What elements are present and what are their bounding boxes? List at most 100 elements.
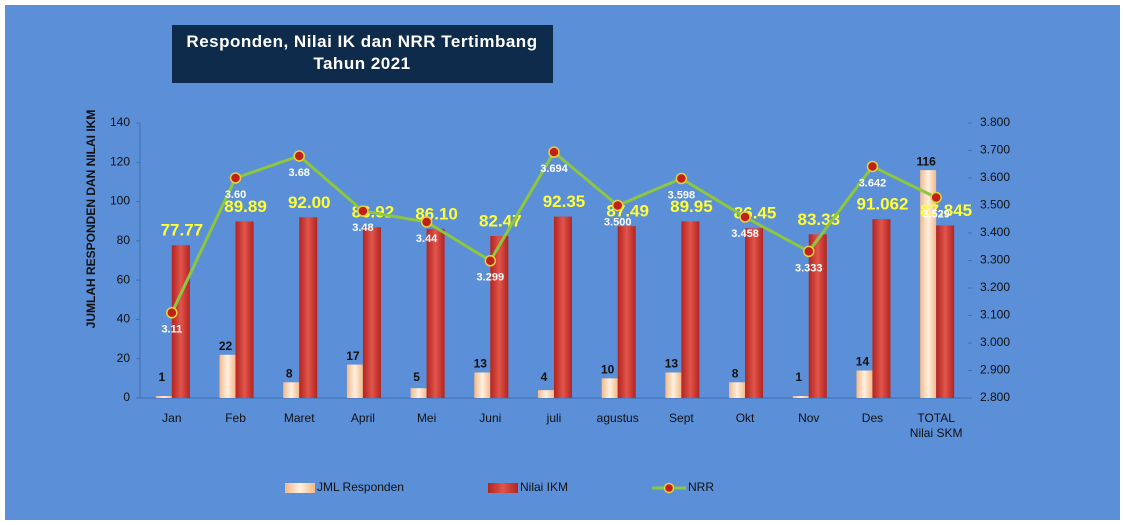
bar-value-label: 89.95 (670, 197, 713, 216)
nrr-value-label: 3.44 (416, 233, 438, 245)
bar-value-label: 17 (346, 349, 360, 363)
bar-value-label: 1 (795, 370, 802, 384)
bar (554, 216, 572, 398)
bar (617, 226, 636, 398)
bar (346, 364, 363, 398)
chart-title: Responden, Nilai IK dan NRR Tertimbang Ta… (186, 32, 537, 73)
bar (410, 388, 427, 398)
y2-tick-label: 3.000 (980, 335, 1010, 349)
bar-value-label: 91.062 (856, 195, 908, 214)
x-tick-label: Des (861, 411, 884, 425)
nrr-marker (611, 199, 624, 212)
nrr-value-label: 3.598 (668, 189, 696, 201)
nrr-value-label: 3.299 (477, 272, 505, 284)
nrr-marker (675, 172, 688, 185)
bar (235, 221, 254, 398)
bar (299, 217, 318, 398)
legend-label: Nilai IKM (520, 480, 568, 494)
x-tick-label: juli (546, 411, 562, 425)
bar-value-label: 22 (219, 339, 233, 353)
title-box (172, 25, 553, 83)
bar-value-label: 5 (413, 370, 420, 384)
nrr-marker (357, 205, 369, 217)
y-tick-label: 20 (117, 351, 131, 365)
bar (219, 354, 236, 398)
y2-tick-label: 3.700 (980, 143, 1010, 157)
bar (601, 378, 618, 398)
nrr-value-label: 3.68 (289, 167, 310, 179)
bar-value-label: 4 (541, 370, 548, 384)
x-tick-label: Jan (162, 411, 182, 425)
y2-tick-label: 3.800 (980, 115, 1010, 129)
y2-tick-label: 2.800 (980, 390, 1010, 404)
bar (808, 234, 827, 398)
x-tick-label: Sept (669, 411, 694, 425)
bar (490, 236, 509, 398)
bar (171, 245, 190, 398)
bar-value-label: 116 (916, 154, 936, 168)
nrr-value-label: 3.694 (540, 163, 568, 175)
nrr-value-label: 3.642 (859, 177, 887, 189)
bar (362, 227, 381, 398)
y-tick-label: 100 (110, 194, 130, 208)
x-tick-label: agustus (596, 411, 639, 425)
y-tick-label: 40 (117, 312, 131, 326)
bar-value-label: 13 (474, 357, 488, 371)
x-tick-label: Feb (225, 411, 246, 425)
y2-tick-label: 3.300 (980, 253, 1010, 267)
bar (856, 370, 873, 398)
bar (872, 219, 891, 398)
legend-swatch (285, 483, 315, 493)
bar (936, 225, 955, 398)
legend-label: JML Responden (317, 480, 404, 494)
nrr-marker (548, 146, 560, 158)
nrr-marker (930, 191, 942, 204)
bar (681, 221, 700, 398)
bar-value-label: 14 (856, 355, 870, 369)
y2-tick-label: 3.600 (980, 170, 1010, 184)
bar (426, 228, 445, 398)
nrr-marker (293, 150, 305, 162)
x-tick-label: Maret (283, 411, 315, 425)
bar-value-label: 10 (601, 363, 615, 377)
x-tick-label: Nov (798, 411, 820, 425)
nrr-value-label: 3.11 (161, 324, 182, 336)
nrr-marker (420, 216, 433, 228)
nrr-value-label: 3.458 (731, 228, 759, 240)
bar-value-label: 8 (286, 366, 293, 380)
nrr-marker (484, 255, 497, 267)
nrr-marker (229, 172, 242, 184)
nrr-value-label: 3.500 (604, 216, 632, 228)
bar-value-label: 77.77 (161, 221, 204, 240)
y2-tick-label: 3.500 (980, 198, 1010, 212)
bar (665, 372, 682, 398)
bar (792, 396, 809, 398)
y-tick-label: 0 (123, 390, 130, 404)
nrr-value-label: 3.60 (225, 189, 246, 201)
y2-tick-label: 3.400 (980, 225, 1010, 239)
nrr-value-label: 3.48 (352, 222, 373, 234)
bar (745, 228, 764, 398)
bar (474, 372, 491, 398)
nrr-marker (166, 307, 178, 319)
y-axis-label: JUMLAH RESPONDEN DAN NILAI IKM (84, 110, 98, 329)
bar (729, 382, 746, 398)
y-tick-label: 140 (110, 115, 130, 129)
nrr-value-label: 3.333 (795, 262, 823, 274)
bar (538, 390, 554, 398)
x-tick-label: Mei (416, 411, 437, 425)
legend-label: NRR (688, 480, 714, 494)
x-tick-label: TOTAL Nilai SKM (909, 411, 963, 440)
y2-tick-label: 2.900 (980, 363, 1010, 377)
x-tick-label: Okt (735, 411, 755, 425)
legend-marker (663, 482, 675, 494)
nrr-marker (739, 211, 751, 223)
bar (920, 170, 937, 398)
nrr-value-label: 3.529 (922, 208, 950, 220)
y2-tick-label: 3.200 (980, 280, 1010, 294)
bar (283, 382, 300, 398)
x-tick-label: Juni (479, 411, 502, 425)
bar-value-label: 13 (665, 357, 679, 371)
